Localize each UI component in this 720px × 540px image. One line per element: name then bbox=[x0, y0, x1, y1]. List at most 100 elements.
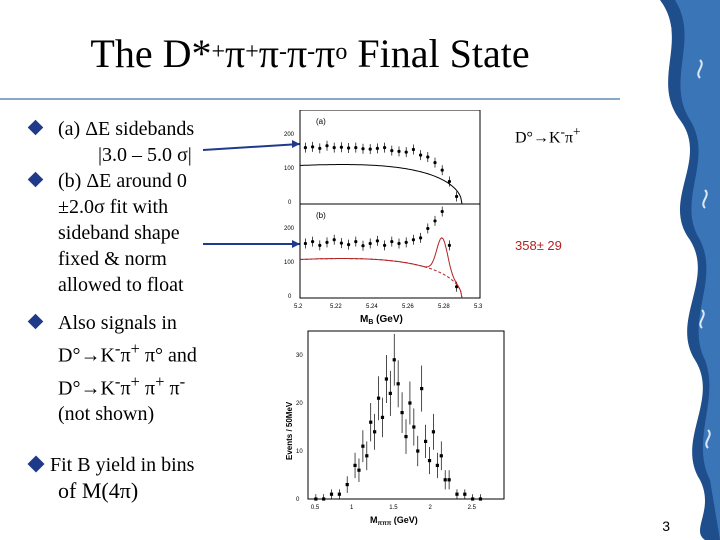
top-xtick-label: 5.24 bbox=[366, 304, 378, 310]
ytick-a-200: 200 bbox=[284, 132, 295, 138]
data-point bbox=[390, 149, 394, 153]
data-point bbox=[314, 497, 318, 501]
data-point bbox=[365, 454, 369, 458]
data-point bbox=[433, 161, 437, 165]
data-point bbox=[447, 243, 451, 247]
top-xtick-labels: 5.2 5.22 5.24 5.26 5.28 5.3 bbox=[294, 304, 483, 310]
m3pi-xtick-label: 1.5 bbox=[389, 505, 398, 511]
data-point bbox=[368, 147, 372, 151]
data-point bbox=[397, 149, 401, 153]
top-xtick-label: 5.22 bbox=[330, 304, 342, 310]
data-point bbox=[337, 492, 341, 496]
data-point bbox=[390, 240, 394, 244]
data-point bbox=[397, 241, 401, 246]
data-point bbox=[412, 425, 416, 429]
arrow-to-panel-a bbox=[202, 143, 301, 151]
data-point bbox=[369, 420, 373, 424]
data-point bbox=[400, 411, 404, 415]
mb-plot: (a) (b) 200 100 0 200 100 0 5.2 5.22 5.24 5… bbox=[284, 110, 483, 325]
data-point bbox=[311, 145, 315, 149]
data-point bbox=[455, 194, 459, 199]
data-point bbox=[388, 391, 392, 395]
panel-b-fit-curve bbox=[299, 237, 463, 299]
slide-title: The D*+π+π-π-πo Final State bbox=[90, 31, 530, 76]
bullet-other-signals: Also signals in D°→K-π+ π° and D°→K-π+ π… bbox=[27, 310, 260, 427]
data-point bbox=[478, 497, 483, 501]
data-point bbox=[354, 240, 358, 244]
data-point bbox=[376, 396, 381, 400]
data-point bbox=[311, 240, 315, 244]
m3pi-ytick-label: 10 bbox=[296, 449, 303, 455]
bullet-fit-yield: Fit B yield in bins of M(4π) bbox=[27, 452, 194, 504]
top-xlabel: MB (GeV) bbox=[360, 314, 403, 325]
data-point bbox=[375, 146, 379, 150]
m3pi-xtick-label: 2.5 bbox=[468, 505, 477, 511]
m3pi-ytick-labels: 30 20 10 0 bbox=[296, 353, 303, 503]
data-point bbox=[361, 147, 365, 151]
m3pi-ytick-label: 0 bbox=[296, 497, 300, 503]
ytick-b-100: 100 bbox=[284, 260, 295, 266]
data-point bbox=[447, 478, 451, 482]
data-point bbox=[339, 145, 343, 149]
top-xtick-label: 5.2 bbox=[294, 304, 303, 310]
panel-a-points bbox=[303, 140, 459, 202]
data-point bbox=[361, 244, 365, 248]
data-point bbox=[347, 243, 351, 247]
m3pi-frame bbox=[307, 330, 505, 500]
panel-b-points bbox=[303, 206, 459, 292]
m3pi-xtick-label: 0.5 bbox=[311, 505, 320, 511]
data-point bbox=[332, 238, 336, 242]
data-point bbox=[440, 168, 444, 172]
ytick-b-200: 200 bbox=[284, 226, 295, 232]
data-point bbox=[325, 240, 329, 244]
top-xtick-label: 5.28 bbox=[438, 304, 450, 310]
data-point bbox=[368, 241, 372, 246]
data-point bbox=[384, 377, 388, 381]
wave-decoration bbox=[620, 0, 720, 540]
yield-label: 358± 29 bbox=[515, 238, 562, 253]
data-point bbox=[416, 449, 420, 453]
data-point bbox=[411, 238, 415, 242]
data-point bbox=[439, 454, 443, 458]
m3pi-ytick-label: 20 bbox=[296, 401, 303, 407]
data-point bbox=[303, 146, 307, 150]
data-point bbox=[329, 492, 334, 496]
data-point bbox=[392, 358, 396, 362]
ytick-a-100: 100 bbox=[284, 166, 295, 172]
title-divider bbox=[0, 98, 630, 100]
bullet-fit: (b) ΔE around 0 ±2.0σ fit with sideband … bbox=[27, 168, 260, 298]
data-point bbox=[411, 147, 415, 152]
data-point bbox=[426, 226, 430, 231]
data-point bbox=[404, 150, 408, 154]
data-point bbox=[419, 236, 423, 240]
data-point bbox=[419, 153, 423, 157]
data-point bbox=[447, 179, 451, 184]
arrow-head-a bbox=[292, 140, 300, 148]
data-point bbox=[404, 240, 408, 244]
data-point bbox=[345, 483, 349, 487]
top-xtick-label: 5.26 bbox=[402, 304, 414, 310]
m3pi-xtick-label: 1 bbox=[350, 505, 354, 511]
data-point bbox=[380, 415, 385, 419]
decay-label: D°→K-π+ bbox=[515, 124, 581, 147]
ytick-b-0: 0 bbox=[288, 294, 292, 300]
data-point bbox=[443, 478, 447, 482]
data-point bbox=[463, 492, 467, 496]
panel-b-bg-curve bbox=[299, 258, 463, 299]
data-point bbox=[455, 492, 459, 496]
data-point bbox=[375, 239, 379, 243]
data-point bbox=[361, 444, 365, 448]
data-point bbox=[431, 430, 436, 434]
ytick-a-0: 0 bbox=[288, 200, 292, 206]
data-point bbox=[383, 243, 387, 247]
panel-b-frame bbox=[299, 203, 481, 299]
data-point bbox=[427, 459, 432, 463]
panel-a-frame bbox=[299, 110, 481, 205]
data-point bbox=[408, 401, 412, 405]
data-point bbox=[303, 241, 307, 246]
data-point bbox=[383, 146, 387, 150]
data-point bbox=[426, 155, 430, 159]
data-point bbox=[435, 463, 439, 467]
data-point bbox=[318, 146, 322, 150]
